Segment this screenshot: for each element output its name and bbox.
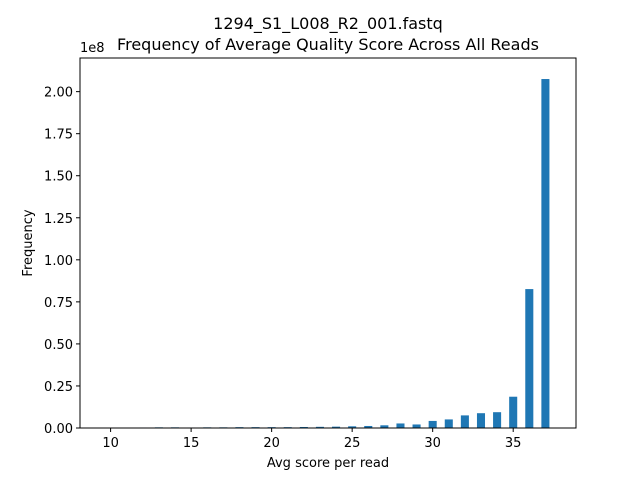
bar-score-35 (509, 396, 518, 428)
y-tick-label: 0.50 (44, 338, 73, 353)
y-tick-label: 0.00 (44, 422, 73, 437)
bar-score-24 (332, 426, 341, 428)
bar-score-36 (525, 289, 534, 428)
bar-score-37 (541, 79, 550, 428)
y-axis-label: Frequency (21, 209, 36, 276)
plot-frame (79, 57, 577, 429)
y-tick-label: 2.00 (44, 86, 73, 101)
y-tick-label: 1.50 (44, 170, 73, 185)
bar-score-33 (476, 413, 486, 428)
x-axis-ticks: 10 15 20 25 30 35 (102, 428, 521, 451)
chart-title: 1294_S1_L008_R2_001.fastq (213, 14, 443, 34)
bar-score-28 (396, 423, 405, 428)
bar-score-30 (428, 420, 437, 428)
bar-score-32 (460, 415, 469, 428)
y-axis-offset-label: 1e8 (80, 41, 105, 56)
x-axis-label: Avg score per read (267, 456, 389, 471)
x-tick-label: 10 (102, 436, 119, 451)
x-tick-label: 30 (424, 436, 441, 451)
x-tick-label: 35 (505, 436, 522, 451)
bar-score-23 (315, 426, 324, 428)
bars-group (106, 79, 550, 428)
x-tick-label: 15 (183, 436, 200, 451)
x-tick-label: 20 (263, 436, 280, 451)
y-tick-label: 0.25 (44, 380, 73, 395)
bar-score-34 (493, 412, 502, 428)
bar-score-22 (299, 426, 308, 428)
bar-score-31 (444, 419, 453, 428)
y-tick-label: 1.75 (44, 128, 73, 143)
x-tick-label: 25 (344, 436, 361, 451)
chart-subtitle: Frequency of Average Quality Score Acros… (117, 35, 539, 54)
bar-score-26 (364, 425, 373, 428)
y-axis-ticks: 0.00 0.25 0.50 0.75 1.00 1.25 1.50 1.75 2.00 (44, 86, 80, 437)
y-tick-label: 1.25 (44, 212, 73, 227)
y-tick-label: 0.75 (44, 296, 73, 311)
y-tick-label: 1.00 (44, 254, 73, 269)
bar-score-27 (380, 425, 389, 428)
bar-score-25 (348, 426, 357, 428)
bar-score-29 (412, 424, 421, 428)
